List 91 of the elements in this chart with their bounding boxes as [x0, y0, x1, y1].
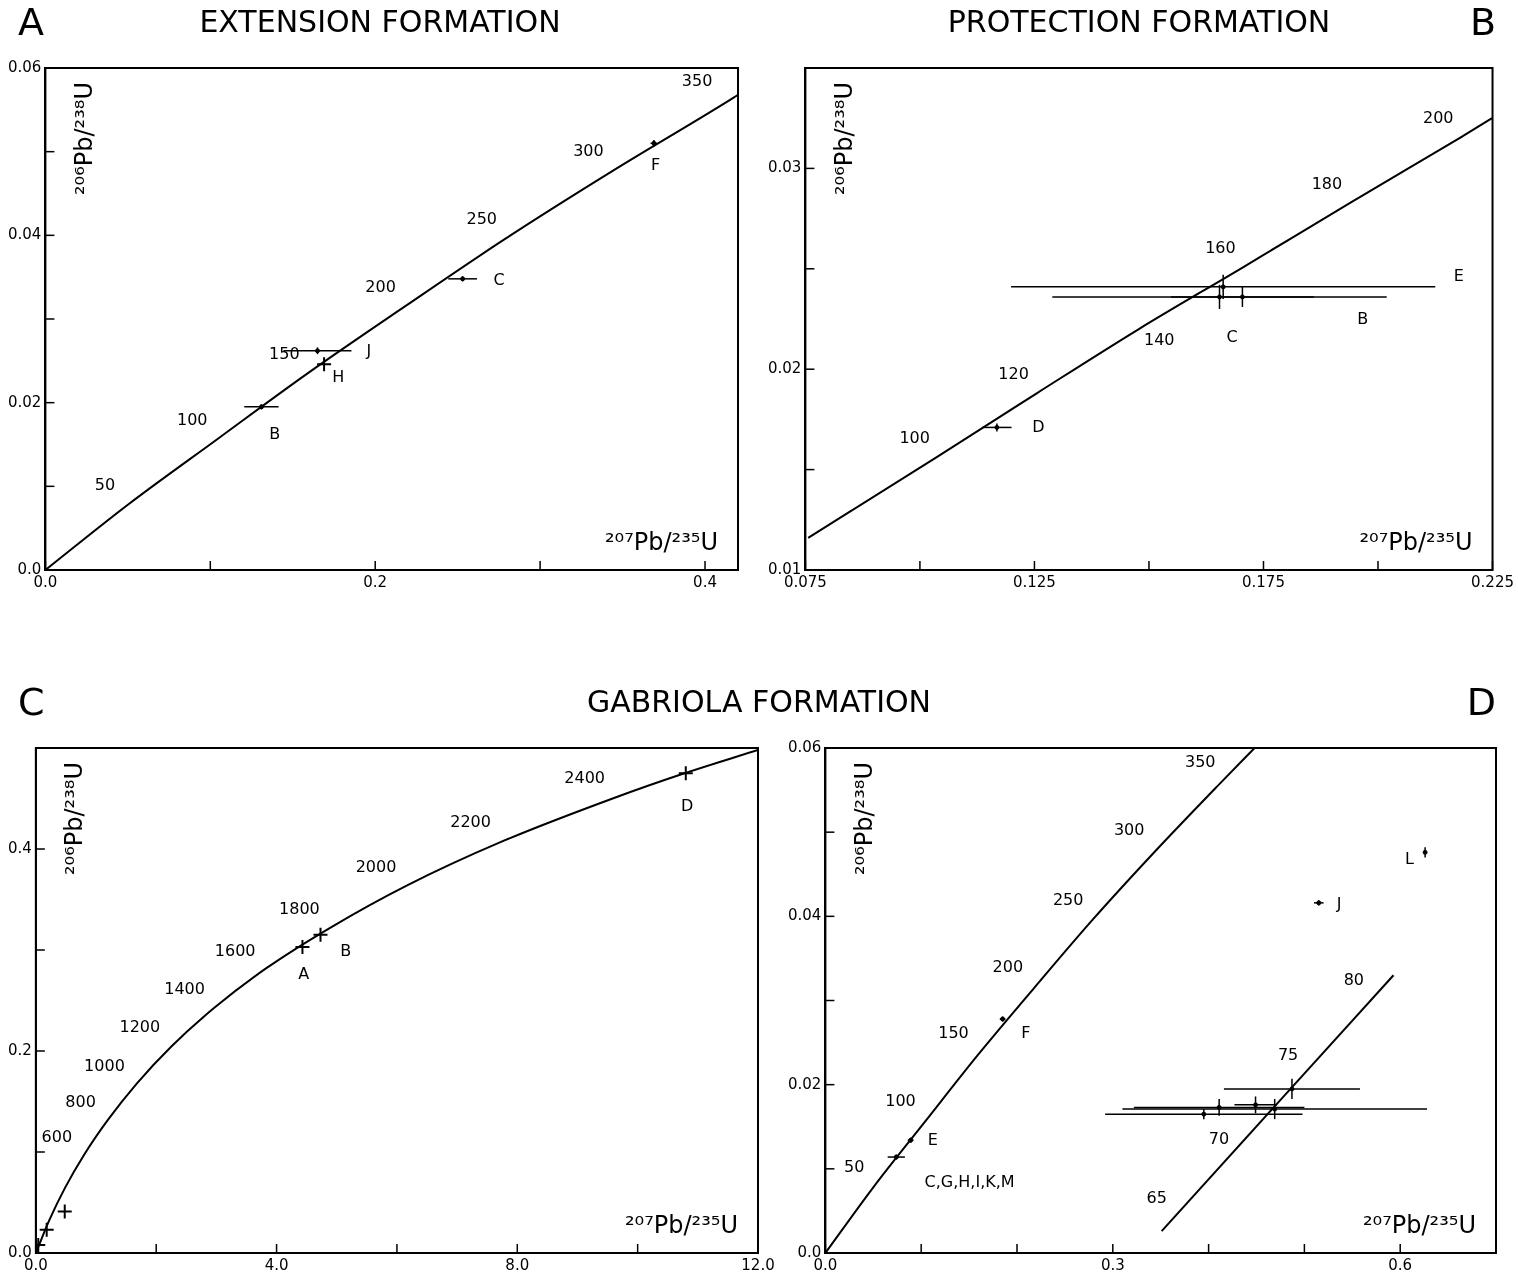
annotation: 200: [992, 956, 1024, 976]
y-tick-label: 0.03: [767, 158, 802, 177]
y-axis-title: ²⁰⁶Pb/²³⁸U: [69, 82, 98, 196]
x-tick-label: 0.125: [1012, 572, 1056, 591]
y-axis-title: ²⁰⁶Pb/²³⁸U: [849, 762, 878, 876]
text: A: [18, 0, 44, 44]
annotation: 70: [1208, 1129, 1230, 1149]
annotation: 50: [844, 1156, 865, 1176]
annotation: 200: [365, 277, 396, 297]
x-tick-label: 0.175: [1242, 572, 1285, 591]
x-tick-label: 8.0: [505, 1255, 530, 1274]
text: D: [1466, 680, 1496, 724]
annotation: 200: [1422, 108, 1454, 128]
annotation: 140: [1144, 330, 1175, 350]
y-tick-label: 0.06: [787, 737, 822, 756]
x-tick-label: 0.225: [1471, 572, 1515, 591]
y-tick-label: 0.4: [8, 838, 32, 857]
annotation: 300: [1113, 820, 1145, 840]
x-tick-label: 4.0: [264, 1255, 289, 1274]
point: [312, 926, 329, 943]
chart-title: GABRIOLA FORMATION: [586, 684, 932, 719]
annotation: 100: [176, 410, 208, 430]
annotation: 180: [1311, 173, 1343, 193]
annotation: A: [298, 964, 310, 984]
annotation: J: [365, 340, 372, 360]
annotation: 800: [65, 1092, 96, 1112]
annotation: 80: [1343, 970, 1365, 990]
x-tick-label: 0.3: [1100, 1255, 1125, 1274]
x-axis-title: ²⁰⁷Pb/²³⁵U: [1362, 1211, 1476, 1240]
y-tick-label: 0.2: [8, 1040, 32, 1059]
annotation: 2000: [355, 856, 397, 876]
annotation: 150: [938, 1023, 969, 1043]
chart-title: EXTENSION FORMATION: [199, 4, 561, 39]
x-tick-label: 0.6: [1388, 1255, 1413, 1274]
annotation: F: [1021, 1023, 1031, 1043]
annotation: 350: [1184, 752, 1216, 772]
annotation: C: [1226, 326, 1238, 346]
annotation: 350: [681, 71, 713, 91]
annotation: 600: [41, 1127, 73, 1147]
annotation: E: [927, 1130, 938, 1150]
annotation: 75: [1277, 1045, 1299, 1065]
y-axis-title: ²⁰⁶Pb/²³⁸U: [60, 762, 89, 876]
chart-title: PROTECTION FORMATION: [947, 4, 1331, 39]
x-tick-label: 12.0: [741, 1255, 775, 1274]
y-tick-label: 0.04: [7, 225, 42, 244]
y-tick-label: 0.06: [7, 57, 42, 76]
y-tick-label: 0.04: [787, 906, 822, 925]
annotation: E: [1453, 265, 1464, 285]
annotation: 50: [94, 475, 116, 495]
text: B: [1469, 0, 1496, 44]
annotation: 250: [466, 209, 498, 229]
annotation: F: [650, 155, 661, 175]
annotation: B: [269, 423, 281, 443]
annotation: 1800: [279, 898, 320, 918]
annotation: B: [340, 941, 352, 961]
point: [38, 1221, 55, 1238]
annotation: 2200: [450, 812, 491, 832]
annotation: 2400: [564, 767, 606, 787]
annotation: 1600: [214, 940, 256, 960]
annotation: L: [1405, 849, 1415, 869]
annotation: J: [1335, 893, 1342, 913]
annotation: 100: [885, 1090, 916, 1110]
annotation: 1000: [84, 1055, 125, 1075]
point: [677, 765, 694, 782]
annotation: 150: [269, 344, 300, 364]
annotation: B: [1357, 308, 1369, 328]
annotation: 100: [899, 428, 930, 448]
text: C: [18, 680, 45, 724]
y-axis-title: ²⁰⁶Pb/²³⁸U: [829, 82, 858, 196]
point: [56, 1203, 73, 1220]
point: [294, 938, 311, 955]
x-axis-title: ²⁰⁷Pb/²³⁵U: [604, 528, 718, 557]
annotation: 120: [998, 364, 1029, 384]
annotation: 1400: [164, 979, 205, 999]
y-tick-label: 0.02: [767, 359, 802, 378]
annotation: 65: [1146, 1187, 1167, 1207]
annotation: 160: [1205, 237, 1236, 257]
x-axis-title: ²⁰⁷Pb/²³⁵U: [624, 1211, 738, 1240]
y-tick-label: 0.02: [787, 1074, 822, 1093]
annotation: 1200: [119, 1017, 161, 1037]
annotation: C: [493, 269, 505, 289]
annotation: H: [332, 367, 345, 387]
x-axis-title: ²⁰⁷Pb/²³⁵U: [1359, 528, 1473, 557]
x-tick-label: 0.4: [693, 572, 717, 591]
y-tick-label: 0.02: [7, 392, 42, 411]
annotation: D: [681, 796, 694, 816]
annotation: 250: [1052, 889, 1084, 909]
x-tick-label: 0.2: [363, 572, 388, 591]
annotation: D: [1032, 416, 1045, 436]
annotation: 300: [573, 141, 604, 161]
annotation: C,G,H,I,K,M: [924, 1172, 1015, 1192]
